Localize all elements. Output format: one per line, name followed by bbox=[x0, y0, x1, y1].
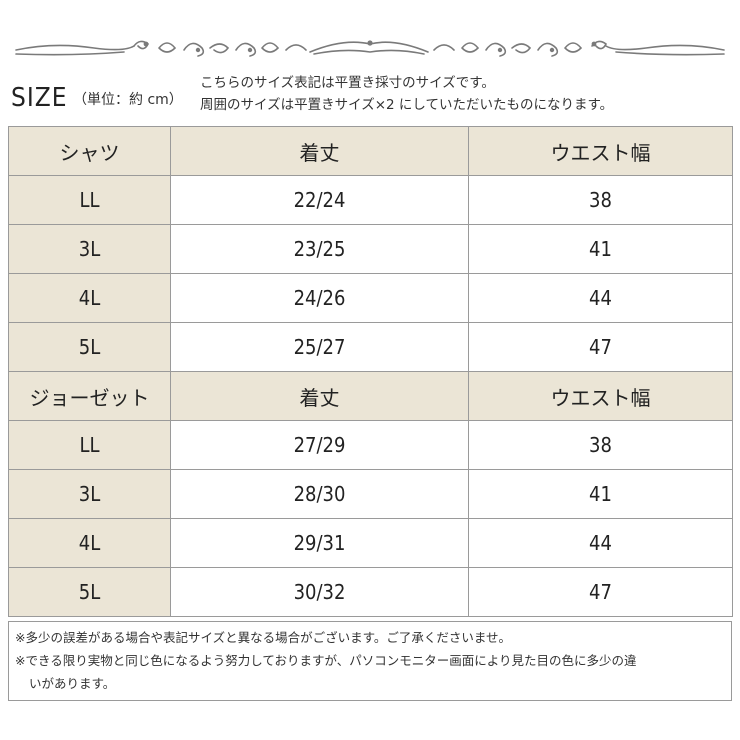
size-cell: 3L bbox=[8, 224, 171, 274]
table-row: 3L 28/30 41 bbox=[8, 469, 733, 519]
size-title: SIZE bbox=[11, 83, 68, 113]
disclaimer-note-2: ※できる限り実物と同じ色になるよう努力しておりますが、パソコンモニター画面により… bbox=[15, 653, 637, 668]
disclaimer-note-2-continued: いがあります。 bbox=[29, 676, 116, 691]
waist-cell: 44 bbox=[468, 518, 733, 568]
waist-cell: 38 bbox=[468, 175, 733, 225]
length-cell: 29/31 bbox=[170, 518, 469, 568]
size-chart-table: シャツ 着丈 ウエスト幅 LL 22/24 38 3L 23/25 41 4L … bbox=[8, 126, 733, 617]
table-row: LL 22/24 38 bbox=[8, 175, 733, 225]
length-cell: 27/29 bbox=[170, 420, 469, 470]
item-name-cell: ジョーゼット bbox=[8, 371, 171, 421]
table-row: 5L 25/27 47 bbox=[8, 322, 733, 372]
length-cell: 23/25 bbox=[170, 224, 469, 274]
waist-cell: 47 bbox=[468, 322, 733, 372]
length-cell: 22/24 bbox=[170, 175, 469, 225]
length-cell: 28/30 bbox=[170, 469, 469, 519]
waist-cell: 47 bbox=[468, 567, 733, 617]
table-row: 4L 24/26 44 bbox=[8, 273, 733, 323]
length-cell: 24/26 bbox=[170, 273, 469, 323]
length-cell: 25/27 bbox=[170, 322, 469, 372]
table-row: 3L 23/25 41 bbox=[8, 224, 733, 274]
waist-cell: 41 bbox=[468, 224, 733, 274]
size-cell: LL bbox=[8, 175, 171, 225]
waist-cell: 44 bbox=[468, 273, 733, 323]
size-unit-label: （単位：約 cm） bbox=[73, 92, 183, 108]
table-row: 5L 30/32 47 bbox=[8, 567, 733, 617]
waist-header-cell: ウエスト幅 bbox=[468, 371, 733, 421]
size-cell: 3L bbox=[8, 469, 171, 519]
decorative-scroll-divider bbox=[15, 40, 725, 57]
size-cell: 4L bbox=[8, 518, 171, 568]
waist-cell: 38 bbox=[468, 420, 733, 470]
measurement-note-line-2: 周囲のサイズは平置きサイズ×2 にしていただいたものになります。 bbox=[200, 97, 614, 113]
length-header-cell: 着丈 bbox=[170, 126, 469, 176]
table-row: LL 27/29 38 bbox=[8, 420, 733, 470]
length-cell: 30/32 bbox=[170, 567, 469, 617]
waist-header-cell: ウエスト幅 bbox=[468, 126, 733, 176]
length-header-cell: 着丈 bbox=[170, 371, 469, 421]
measurement-note-line-1: こちらのサイズ表記は平置き採寸のサイズです。 bbox=[200, 75, 495, 91]
size-cell: LL bbox=[8, 420, 171, 470]
table-header-row-georgette: ジョーゼット 着丈 ウエスト幅 bbox=[8, 371, 733, 421]
item-name-cell: シャツ bbox=[8, 126, 171, 176]
waist-cell: 41 bbox=[468, 469, 733, 519]
size-cell: 5L bbox=[8, 322, 171, 372]
disclaimer-note-1: ※多少の誤差がある場合や表記サイズと異なる場合がございます。ご了承くださいませ。 bbox=[15, 630, 511, 645]
table-row: 4L 29/31 44 bbox=[8, 518, 733, 568]
size-cell: 5L bbox=[8, 567, 171, 617]
table-header-row-shirt: シャツ 着丈 ウエスト幅 bbox=[8, 126, 733, 176]
disclaimer-notes: ※多少の誤差がある場合や表記サイズと異なる場合がございます。ご了承くださいませ。… bbox=[8, 621, 732, 701]
size-cell: 4L bbox=[8, 273, 171, 323]
